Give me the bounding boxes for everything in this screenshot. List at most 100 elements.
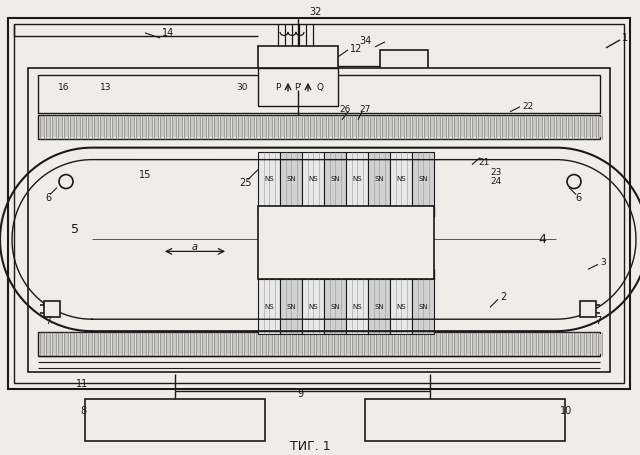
Bar [388, 117, 392, 136]
Bar [568, 117, 572, 136]
Bar [454, 334, 458, 354]
Bar [148, 117, 152, 136]
Bar [532, 117, 536, 136]
Bar [460, 334, 464, 354]
Bar [304, 334, 308, 354]
Bar [436, 117, 440, 136]
Bar [46, 117, 50, 136]
Bar [214, 334, 218, 354]
Bar [40, 117, 44, 136]
Bar [466, 117, 470, 136]
Bar [406, 117, 410, 136]
Bar [166, 334, 170, 354]
Text: SN: SN [418, 176, 428, 182]
Text: 10: 10 [560, 406, 572, 416]
Bar [238, 334, 242, 354]
Bar [406, 334, 410, 354]
Bar [400, 117, 404, 136]
Bar [424, 334, 428, 354]
Bar [220, 117, 224, 136]
Bar [358, 334, 362, 354]
Bar [328, 117, 332, 136]
Bar [70, 117, 74, 136]
Bar [244, 334, 248, 354]
Bar [586, 334, 590, 354]
Bar [346, 117, 350, 136]
Bar [208, 117, 212, 136]
Text: NS: NS [308, 304, 318, 310]
Bar [258, 279, 280, 334]
Bar [472, 117, 476, 136]
Bar [388, 334, 392, 354]
Bar [382, 334, 386, 354]
Bar [52, 117, 56, 136]
Bar [258, 269, 434, 279]
Bar [258, 207, 434, 279]
Bar [130, 117, 134, 136]
Bar [418, 117, 422, 136]
Bar [52, 334, 56, 354]
Bar [324, 152, 346, 207]
Bar [544, 117, 548, 136]
Bar [184, 334, 188, 354]
Bar [502, 334, 506, 354]
Bar [100, 117, 104, 136]
Bar [502, 117, 506, 136]
Bar [532, 334, 536, 354]
Bar [280, 279, 302, 334]
Bar [346, 152, 368, 207]
Bar [526, 334, 530, 354]
Bar [340, 334, 344, 354]
Bar [316, 334, 320, 354]
Text: 16: 16 [58, 83, 70, 92]
Bar [118, 334, 122, 354]
Bar [172, 334, 176, 354]
Bar [85, 399, 265, 441]
Bar [214, 117, 218, 136]
Bar [365, 399, 565, 441]
Text: 4: 4 [538, 233, 546, 246]
Text: 5: 5 [71, 223, 79, 236]
Bar [258, 46, 338, 90]
Text: NS: NS [352, 176, 362, 182]
Text: NS: NS [264, 176, 274, 182]
Text: 22: 22 [522, 102, 533, 111]
Bar [424, 117, 428, 136]
Bar [88, 117, 92, 136]
Bar [286, 334, 290, 354]
Bar [154, 334, 158, 354]
Bar [226, 117, 230, 136]
Bar [556, 117, 560, 136]
Bar [94, 117, 98, 136]
Bar [430, 334, 434, 354]
Bar [292, 334, 296, 354]
Bar [324, 279, 346, 334]
Text: SN: SN [330, 176, 340, 182]
Bar [382, 117, 386, 136]
Bar [448, 334, 452, 354]
Bar [58, 334, 62, 354]
Bar [268, 117, 272, 136]
Bar [262, 334, 266, 354]
Bar [136, 334, 140, 354]
Bar [352, 334, 356, 354]
Bar [250, 117, 254, 136]
Text: SN: SN [374, 304, 384, 310]
Bar [124, 117, 128, 136]
Bar [274, 334, 278, 354]
Bar [106, 334, 110, 354]
Bar [82, 117, 86, 136]
Bar [8, 18, 630, 389]
Text: 30: 30 [237, 83, 248, 92]
Bar [430, 117, 434, 136]
Text: 6: 6 [575, 192, 581, 202]
Text: 7: 7 [595, 316, 601, 326]
Bar [412, 279, 434, 334]
Bar [112, 117, 116, 136]
Bar [258, 207, 434, 217]
Text: 24: 24 [490, 177, 501, 186]
Bar [574, 117, 578, 136]
Text: 9: 9 [297, 389, 303, 399]
Bar [238, 117, 242, 136]
Bar [370, 334, 374, 354]
